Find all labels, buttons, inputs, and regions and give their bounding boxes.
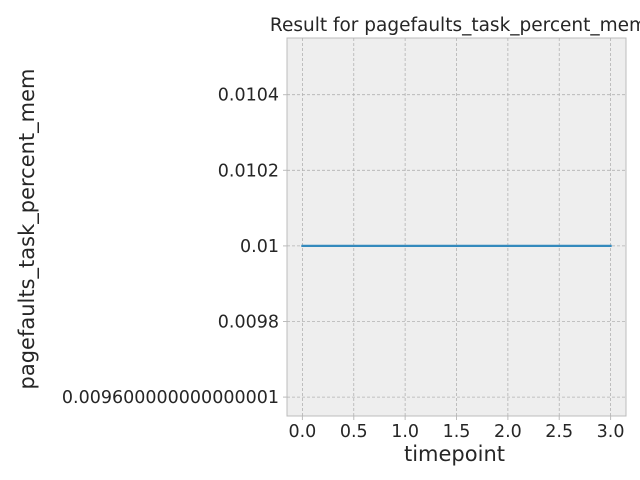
y-tick-label: 0.009600000000000001 (62, 388, 279, 408)
x-tick-label: 2.0 (494, 422, 522, 442)
x-tick-label: 0.5 (340, 422, 368, 442)
x-axis-label: timepoint (404, 442, 505, 466)
y-tick-label: 0.01 (240, 237, 279, 257)
x-axis-ticks: 0.0 0.5 1.0 1.5 2.0 2.5 3.0 (288, 416, 625, 442)
y-tick-label: 0.0104 (218, 86, 279, 106)
x-tick-label: 1.5 (443, 422, 471, 442)
y-tick-label: 0.0102 (218, 161, 279, 181)
x-tick-label: 0.0 (288, 422, 316, 442)
chart-title: Result for pagefaults_task_percent_mem (270, 15, 640, 36)
x-tick-label: 1.0 (391, 422, 419, 442)
y-axis-ticks: 0.009600000000000001 0.0098 0.01 0.0102 0.01… (62, 86, 287, 408)
x-grid (302, 38, 611, 416)
x-tick-label: 3.0 (597, 422, 625, 442)
y-tick-label: 0.0098 (218, 313, 279, 333)
y-axis-label: pagefaults_task_percent_mem (15, 69, 40, 390)
x-tick-label: 2.5 (545, 422, 573, 442)
